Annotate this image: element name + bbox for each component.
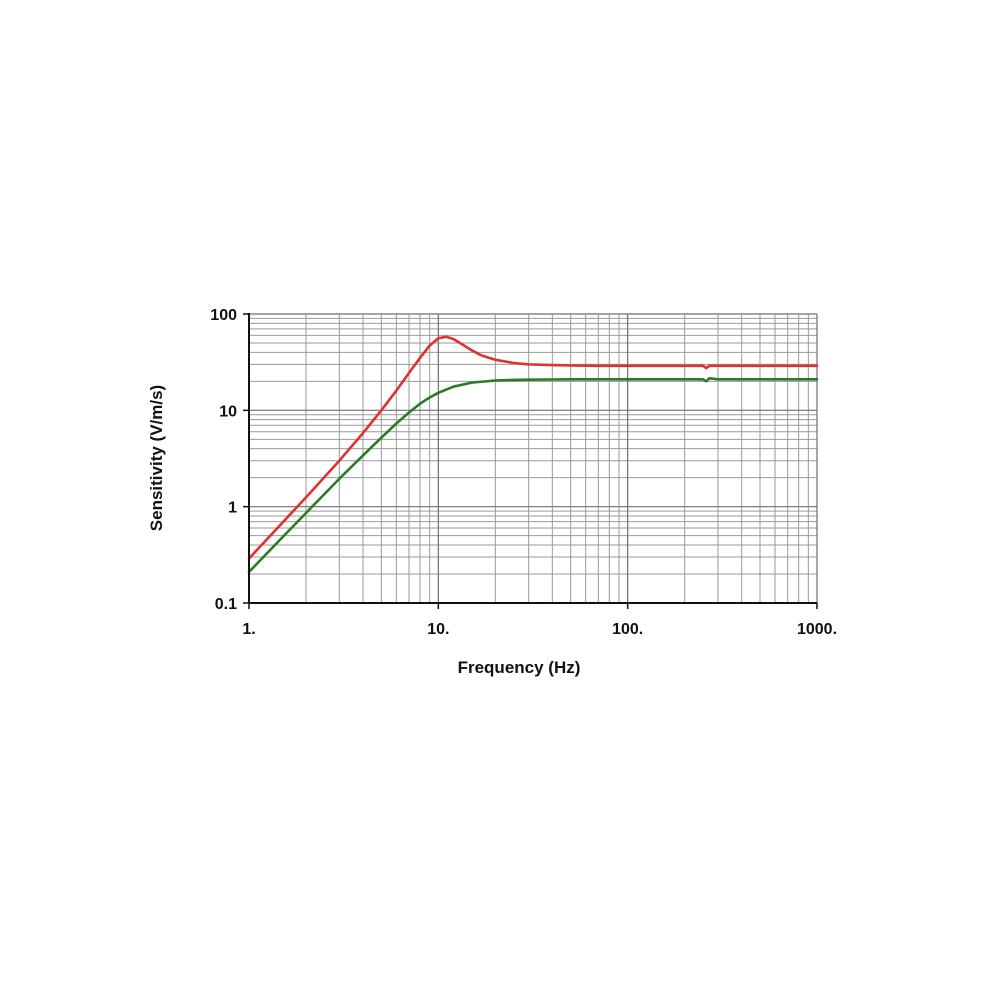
axes [243,313,818,609]
grid [248,313,818,604]
x-tick-label: 1. [242,621,255,638]
y-tick-label: 100 [210,307,237,324]
y-tick-label: 0.1 [215,596,237,613]
y-tick-label: 1 [228,500,237,517]
x-tick-label: 1000. [797,621,837,638]
y-tick-labels: 0.1 1 10 100 [210,307,237,613]
y-axis-title: Sensitivity (V/m/s) [147,385,166,531]
x-tick-labels: 1. 10. 100. 1000. [242,621,837,638]
series-lines [247,335,819,574]
x-tick-label: 10. [427,621,449,638]
x-axis-title: Frequency (Hz) [458,658,581,677]
series-line-1 [247,335,819,560]
series-line-2 [247,377,819,574]
y-tick-label: 10 [219,403,237,420]
x-tick-label: 100. [612,621,643,638]
